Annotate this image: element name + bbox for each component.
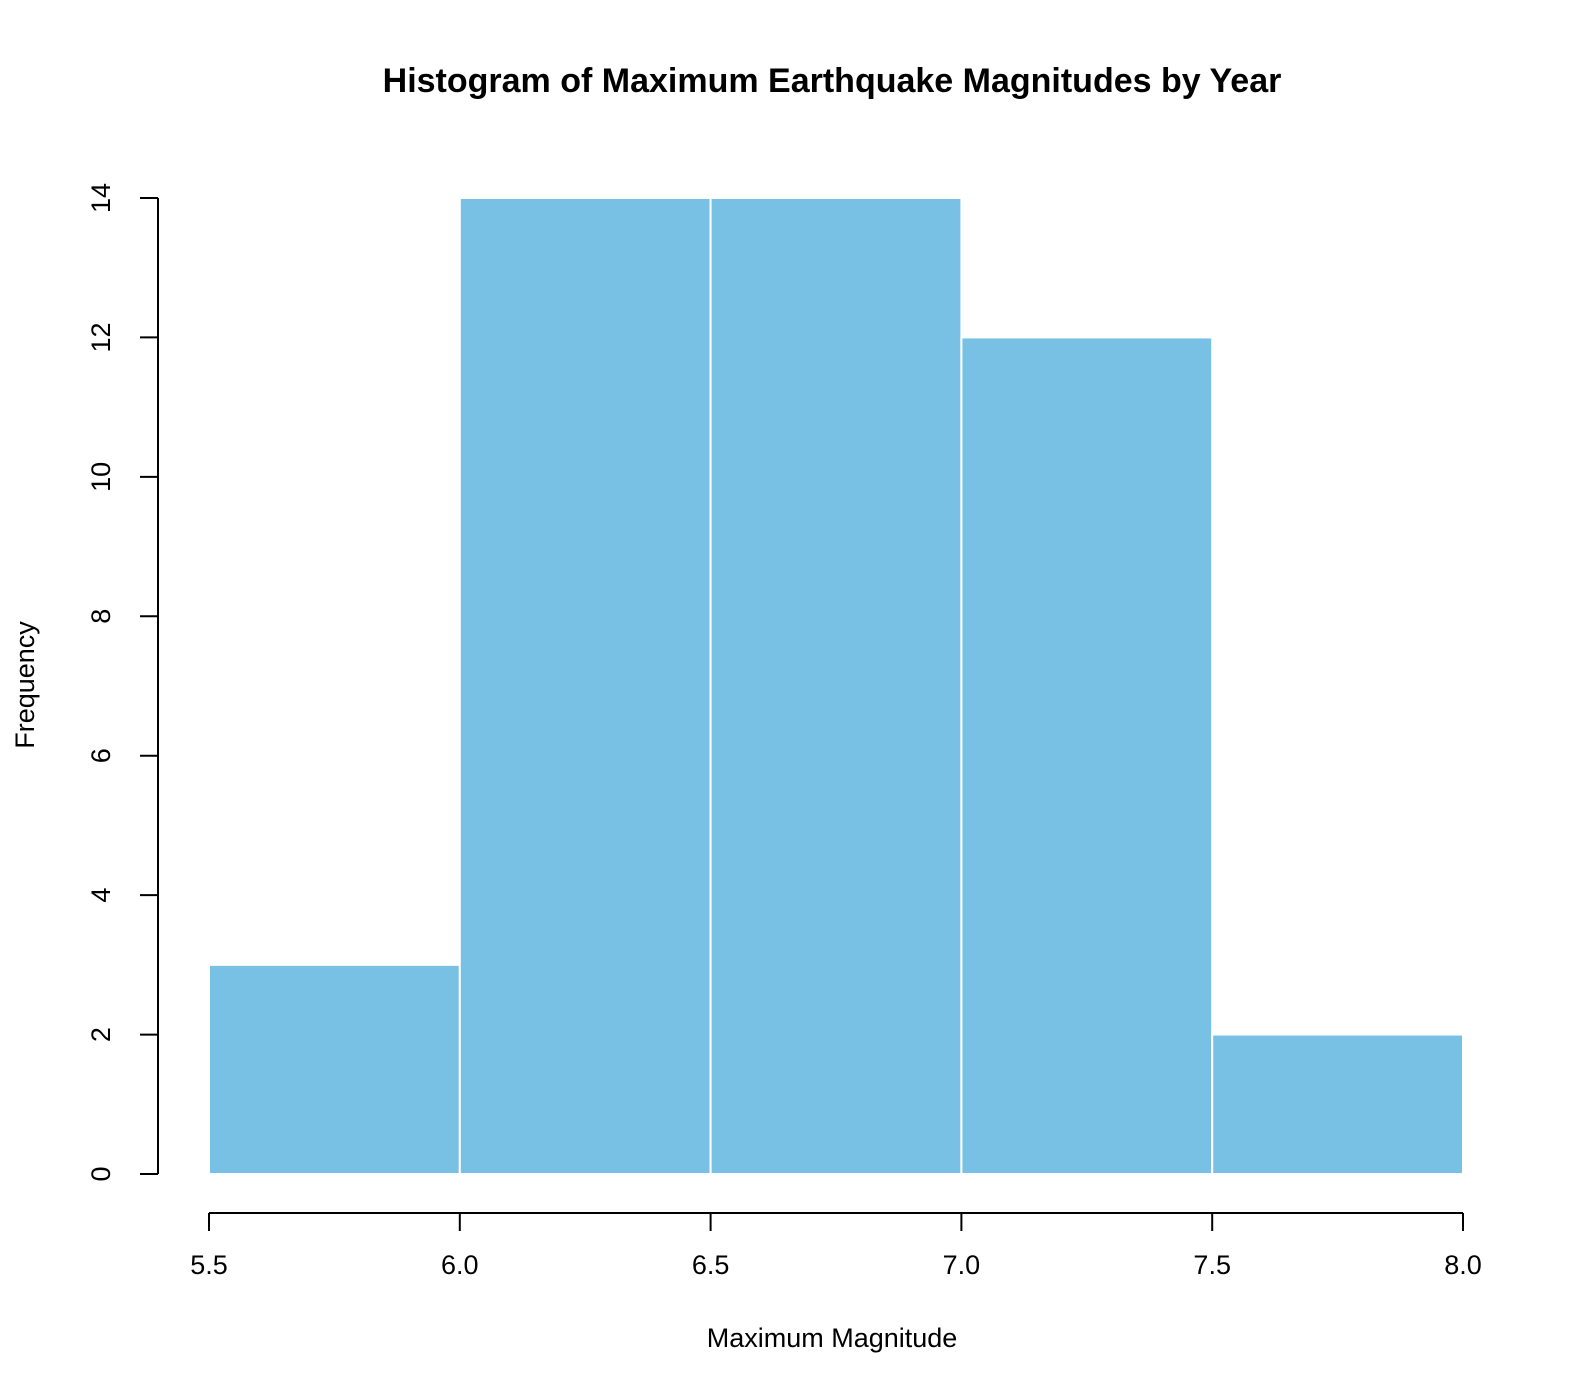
y-tick-label: 6 (86, 748, 116, 763)
x-tick-label: 7.0 (943, 1250, 981, 1280)
histogram-bar (1211, 1033, 1464, 1175)
x-tick-label: 6.5 (692, 1250, 730, 1280)
y-tick-label: 2 (86, 1027, 116, 1042)
histogram-bar (709, 197, 963, 1175)
y-axis: 0 2 4 6 8 10 12 14 (86, 183, 159, 1182)
histogram-bar (960, 336, 1214, 1175)
y-tick-label: 12 (86, 322, 116, 352)
histogram-bar (458, 197, 712, 1175)
y-tick-label: 10 (86, 462, 116, 492)
chart-title: Histogram of Maximum Earthquake Magnitud… (383, 62, 1282, 100)
y-axis-label: Frequency (10, 621, 40, 749)
y-tick-label: 14 (86, 183, 116, 213)
y-tick-label: 0 (86, 1166, 116, 1181)
y-tick-label: 4 (86, 888, 116, 903)
histogram-bar (208, 963, 461, 1175)
x-tick-label: 5.5 (190, 1250, 228, 1280)
x-axis-label: Maximum Magnitude (707, 1323, 958, 1353)
x-axis: 5.5 6.0 6.5 7.0 7.5 8.0 (190, 1212, 1482, 1280)
x-tick-label: 8.0 (1444, 1250, 1482, 1280)
x-tick-label: 6.0 (441, 1250, 479, 1280)
x-tick-label: 7.5 (1193, 1250, 1231, 1280)
y-tick-label: 8 (86, 609, 116, 624)
bars-group (208, 197, 1464, 1175)
